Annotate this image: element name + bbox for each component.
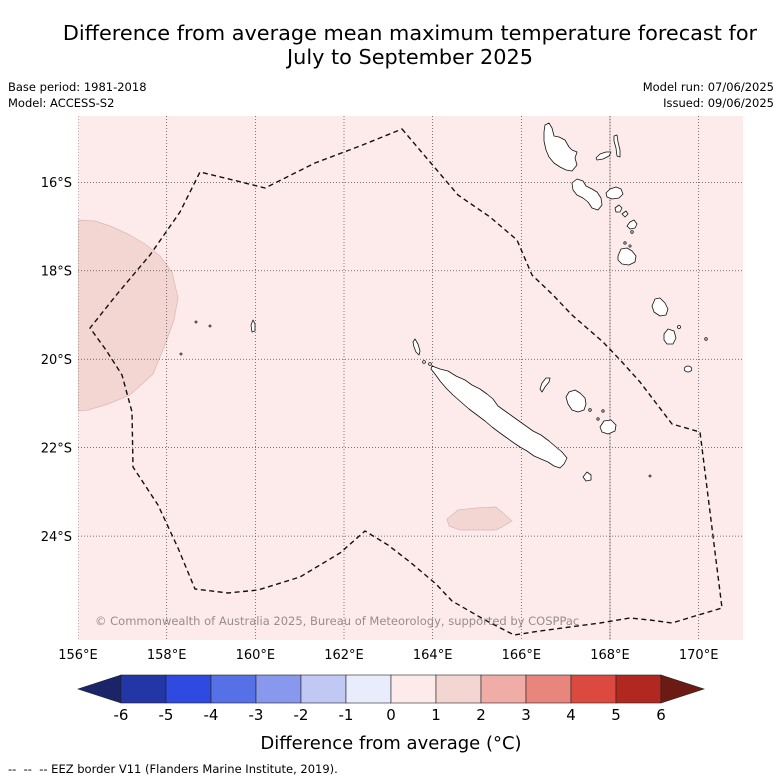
vanuatu-island-outline: [605, 186, 624, 200]
islet-outline: [628, 244, 632, 248]
colorbar-segment: [525, 674, 572, 704]
vanuatu-island-outline: [617, 247, 637, 266]
colorbar-segment: [300, 674, 347, 704]
vanuatu-island-outline: [621, 210, 629, 218]
longitude-tick-label: 158°E: [147, 648, 187, 663]
eez-legend-text: -- -- -- EEZ border V11 (Flanders Marine…: [8, 762, 338, 776]
colorbar-segment: [120, 674, 167, 704]
loyalty-island-outline: [565, 389, 587, 413]
vanuatu-island-outline: [663, 328, 677, 345]
colorbar-tick-label: 1: [431, 706, 441, 724]
colorbar-tick-label: 3: [521, 706, 531, 724]
new-caledonia-northern-islet-outline: [412, 338, 421, 356]
colorbar-tick-label: -4: [204, 706, 219, 724]
axis-labels: 156°E 158°E 160°E 162°E 164°E 166°E 168°E 170°E…: [41, 176, 719, 663]
colorbar-label: Difference from average (°C): [260, 733, 521, 754]
title-line-1: Difference from average mean maximum tem…: [63, 21, 758, 45]
vanuatu-island-outline: [626, 219, 638, 230]
gridlines: [78, 116, 743, 640]
latitude-tick-label: 20°S: [41, 353, 72, 368]
islet-outline: [601, 409, 605, 413]
islet-outline: [630, 230, 634, 234]
islet-outline: [588, 408, 592, 412]
chesterfield-islet-outline: [208, 324, 212, 328]
islet-outline: [677, 325, 681, 329]
vanuatu-island-outline: [613, 134, 621, 158]
colorbar-tick-label: 2: [476, 706, 486, 724]
anomaly-region-west: [78, 219, 179, 412]
colorbar-tick-label: -1: [339, 706, 354, 724]
latitude-tick-label: 16°S: [41, 176, 72, 191]
latitude-tick-label: 24°S: [41, 530, 72, 545]
colorbar-segment: [345, 674, 392, 704]
longitude-tick-label: 162°E: [324, 648, 364, 663]
southern-islet-outline: [582, 471, 592, 482]
model-name-text: Model: ACCESS-S2: [8, 96, 114, 110]
colorbar-segment: [435, 674, 482, 704]
islet-outline: [596, 417, 600, 421]
chesterfield-islet-outline: [194, 320, 198, 324]
loyalty-island-outline: [539, 377, 551, 393]
colorbar-extend-low: [77, 674, 122, 704]
chesterfield-islet-outline: [179, 352, 183, 356]
map-background-field: [78, 116, 743, 640]
islet-outline: [422, 360, 426, 364]
colorbar-tick-label: -5: [159, 706, 174, 724]
latitude-tick-label: 22°S: [41, 441, 72, 456]
eez-border-line: [89, 128, 723, 636]
colorbar-extend-high: [660, 674, 705, 704]
colorbar-segment: [390, 674, 437, 704]
copyright-notice: © Commonwealth of Australia 2025, Bureau…: [95, 614, 579, 628]
issued-date-text: Issued: 09/06/2025: [663, 96, 774, 110]
longitude-tick-label: 170°E: [679, 648, 719, 663]
vanuatu-island-outline: [543, 122, 578, 172]
vanuatu-island-outline: [595, 151, 612, 161]
colorbar-tick-label: 0: [386, 706, 396, 724]
vanuatu-island-outline: [651, 297, 669, 317]
islet-outline: [623, 241, 627, 245]
islet-outline: [683, 365, 693, 373]
longitude-tick-label: 156°E: [58, 648, 98, 663]
islet-outline: [428, 362, 432, 366]
islet-outline: [704, 337, 708, 341]
latitude-tick-label: 18°S: [41, 264, 72, 279]
colorbar-tick-label: 6: [656, 706, 666, 724]
model-run-text: Model run: 07/06/2025: [643, 80, 774, 94]
coastlines: [179, 122, 708, 482]
islet-outline: [648, 474, 652, 478]
vanuatu-island-outline: [614, 204, 623, 213]
title-line-2: July to September 2025: [285, 45, 533, 69]
colorbar: -6 -5 -4 -3 -2 -1 0 1 2 3 4 5 6: [77, 674, 705, 724]
colorbar-segment: [615, 674, 662, 704]
colorbar-segment: [570, 674, 617, 704]
longitude-tick-label: 160°E: [236, 648, 276, 663]
colorbar-segment: [480, 674, 527, 704]
colorbar-tick-label: -6: [114, 706, 129, 724]
base-period-text: Base period: 1981-2018: [8, 80, 147, 94]
colorbar-segment: [165, 674, 212, 704]
chesterfield-islet-outline: [250, 319, 256, 333]
colorbar-tick-label: 5: [611, 706, 621, 724]
colorbar-segment: [210, 674, 257, 704]
colorbar-segment: [255, 674, 302, 704]
colorbar-tick-label: 4: [566, 706, 576, 724]
anomaly-region-south: [446, 506, 513, 531]
longitude-tick-label: 166°E: [502, 648, 542, 663]
new-caledonia-main-island-outline: [430, 365, 568, 469]
longitude-tick-label: 164°E: [413, 648, 453, 663]
map-panel: © Commonwealth of Australia 2025, Bureau…: [78, 116, 743, 640]
colorbar-tick-label: -2: [294, 706, 309, 724]
colorbar-tick-label: -3: [249, 706, 264, 724]
loyalty-island-outline: [599, 419, 617, 435]
longitude-tick-label: 168°E: [590, 648, 630, 663]
vanuatu-island-outline: [571, 178, 603, 211]
